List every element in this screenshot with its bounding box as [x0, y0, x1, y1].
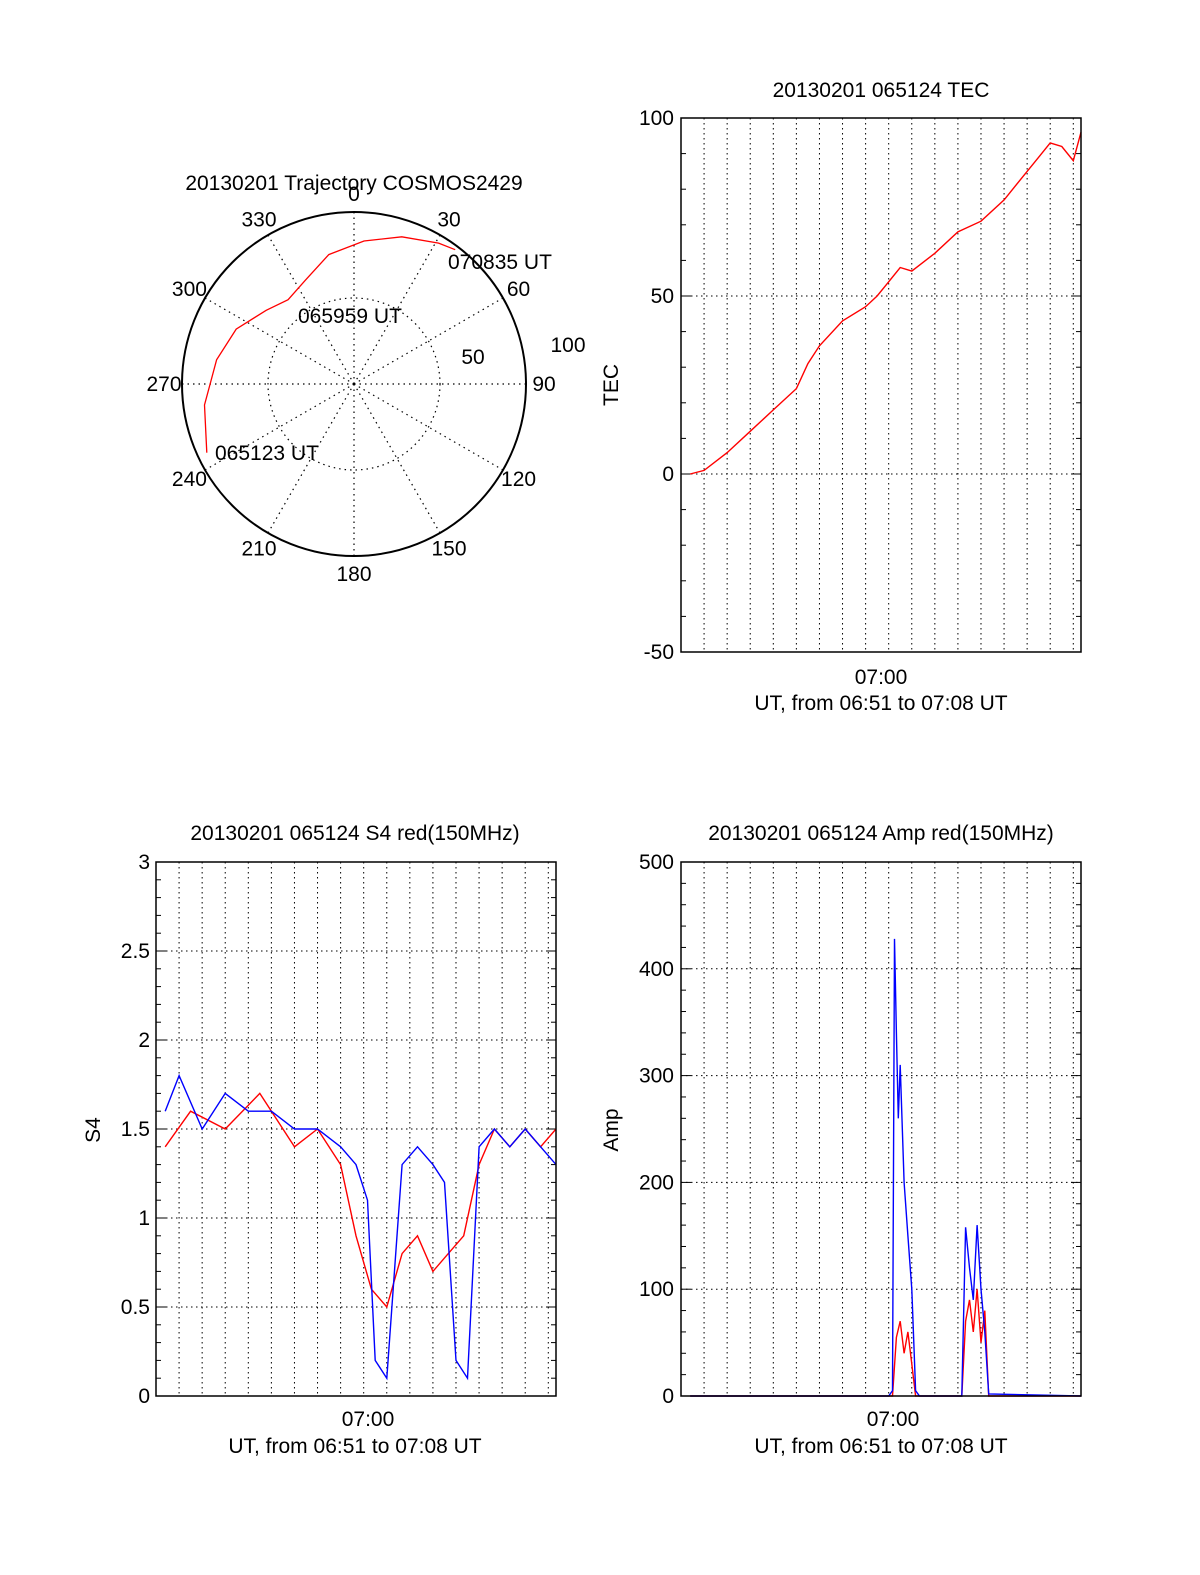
s4-frame	[155, 861, 557, 1397]
tec-xtick-0700: 07:00	[855, 666, 908, 689]
polar-trajectory-chart: 20130201 Trajectory COSMOS2429 0 30 60 90 12…	[146, 172, 585, 586]
amp-xtick-0700: 07:00	[867, 1408, 920, 1431]
annotation-065959: 065959 UT	[298, 305, 402, 328]
s4-chart-title: 20130201 065124 S4 red(150MHz)	[190, 822, 519, 845]
azimuth-tick-210: 210	[241, 538, 276, 561]
amp-chart-title: 20130201 065124 Amp red(150MHz)	[708, 822, 1054, 845]
radial-tick-50: 50	[461, 346, 484, 369]
azimuth-tick-0: 0	[348, 183, 360, 206]
polar-spoke-240	[204, 383, 355, 471]
tec-series-red	[690, 132, 1082, 475]
polar-chart-title: 20130201 Trajectory COSMOS2429	[185, 172, 522, 195]
s4-ytick-label: 3	[138, 851, 150, 874]
polar-spoke-210	[267, 383, 355, 534]
amp-ylabel: Amp	[600, 1108, 623, 1151]
annotation-070835: 070835 UT	[448, 251, 552, 274]
azimuth-tick-180: 180	[336, 563, 371, 586]
s4-series-blue	[164, 1073, 557, 1381]
amp-ytick-label: 500	[639, 851, 674, 874]
annotation-065123: 065123 UT	[215, 442, 319, 465]
polar-spoke-330	[267, 234, 355, 385]
polar-trajectory	[203, 236, 456, 453]
tec-ylabel: TEC	[600, 364, 623, 406]
polar-inner-circle	[267, 297, 441, 471]
s4-ytick-label: 1	[138, 1207, 150, 1230]
s4-series-red	[164, 1092, 557, 1309]
amp-series-blue	[690, 938, 1082, 1397]
polar-spoke-30	[353, 234, 441, 385]
azimuth-tick-30: 30	[437, 208, 460, 231]
azimuth-tick-150: 150	[431, 538, 466, 561]
amp-frame	[680, 861, 1082, 1397]
amp-ytick-label: 300	[639, 1065, 674, 1088]
s4-ytick-label: 2.5	[121, 940, 150, 963]
trajectory-line	[203, 236, 456, 453]
azimuth-tick-120: 120	[501, 468, 536, 491]
amp-ytick-label: 0	[662, 1385, 674, 1408]
polar-grid: 0 30 60 90 120 150 180 210 240 270 300 330	[146, 183, 555, 586]
azimuth-tick-270: 270	[146, 373, 181, 396]
amp-ytick-label: 200	[639, 1171, 674, 1194]
tec-ytick-label: 100	[639, 107, 674, 130]
amp-chart: 20130201 065124 Amp red(150MHz) 500 400 30…	[600, 822, 1082, 1458]
azimuth-tick-240: 240	[172, 468, 207, 491]
amp-ytick-label: 100	[639, 1278, 674, 1301]
azimuth-tick-330: 330	[241, 208, 276, 231]
polar-spoke-150	[353, 383, 441, 534]
s4-ytick-label: 1.5	[121, 1118, 150, 1141]
tec-chart-title: 20130201 065124 TEC	[773, 79, 990, 102]
tec-ytick-label: -50	[644, 641, 674, 664]
polar-spoke-60	[353, 297, 504, 385]
s4-plot-area: 3 2.5 2 1.5 1 0.5 0	[121, 851, 557, 1408]
tec-plot-area: 100 50 0 -50	[639, 107, 1082, 664]
s4-ylabel: S4	[82, 1117, 105, 1143]
azimuth-tick-300: 300	[172, 278, 207, 301]
azimuth-tick-60: 60	[507, 278, 530, 301]
radial-tick-100: 100	[550, 334, 585, 357]
s4-ytick-label: 2	[138, 1029, 150, 1052]
amp-xlabel: UT, from 06:51 to 07:08 UT	[754, 1435, 1007, 1458]
polar-spoke-300	[204, 297, 355, 385]
tec-ytick-label: 50	[651, 285, 674, 308]
amp-series-red	[690, 1289, 1081, 1397]
s4-ytick-label: 0	[138, 1385, 150, 1408]
tec-chart: 20130201 065124 TEC 100 50 0 -50 07:00 UT, …	[600, 79, 1082, 715]
s4-ytick-label: 0.5	[121, 1296, 150, 1319]
s4-chart: 20130201 065124 S4 red(150MHz) 3 2.5 2 1.5 1…	[82, 822, 557, 1458]
tec-frame	[680, 117, 1082, 653]
tec-ytick-label: 0	[662, 463, 674, 486]
amp-plot-area: 500 400 300 200 100 0	[639, 851, 1082, 1408]
s4-xlabel: UT, from 06:51 to 07:08 UT	[228, 1435, 481, 1458]
azimuth-tick-90: 90	[532, 373, 555, 396]
polar-spoke-120	[353, 383, 504, 471]
amp-ytick-label: 400	[639, 958, 674, 981]
tec-xlabel: UT, from 06:51 to 07:08 UT	[754, 692, 1007, 715]
s4-xtick-0700: 07:00	[342, 1408, 395, 1431]
